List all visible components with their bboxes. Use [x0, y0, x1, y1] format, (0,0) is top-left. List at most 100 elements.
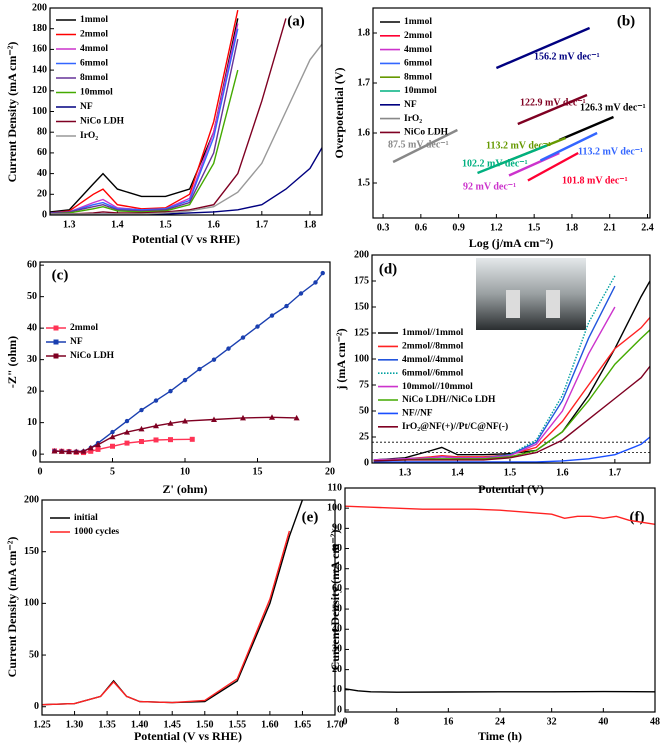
y-tick-label: 1.7 — [358, 77, 371, 88]
y-tick-label: 20 — [332, 664, 342, 675]
marker — [298, 291, 304, 296]
y-tick-label: 150 — [354, 301, 369, 312]
legend-label: NiCo LDH — [80, 117, 125, 127]
x-axis-label: Time (h) — [478, 729, 522, 743]
series-line — [50, 38, 239, 214]
y-tick-label: 60 — [332, 583, 342, 594]
y-tick-label: 100 — [354, 353, 369, 364]
x-tick-label: 32 — [547, 716, 557, 727]
legend-label: 2mmol — [404, 31, 432, 41]
y-axis-label: Current Density (mA cm⁻²) — [328, 530, 342, 671]
x-tick-label: 1.7 — [609, 467, 622, 478]
marker — [139, 439, 144, 445]
plot-frame — [344, 487, 656, 713]
series-line — [54, 272, 324, 453]
marker — [95, 446, 101, 452]
series-line — [50, 9, 239, 214]
series-line — [50, 43, 322, 215]
x-tick-label: 1.30 — [66, 719, 84, 730]
y-axis-label: Overpotential (V) — [332, 68, 346, 159]
x-tick-label: 1.35 — [98, 719, 116, 730]
legend-label: 6mmol — [404, 59, 432, 69]
marker — [211, 357, 217, 362]
y-tick-label: 75 — [359, 379, 369, 390]
marker — [153, 422, 159, 429]
marker — [226, 346, 231, 351]
y-tick-label: 100 — [24, 598, 39, 609]
series-line — [345, 505, 655, 525]
panel-letter: (c) — [52, 267, 69, 283]
marker — [168, 388, 173, 394]
marker — [110, 429, 115, 435]
marker — [293, 414, 300, 421]
panel: 1.25 1.30 1.35 1.40 1.45 1.50 1.55 1.60 1.65 1.70… — [5, 494, 344, 742]
x-tick-label: 1.5 — [504, 467, 517, 478]
y-axis-label: -Z" (ohm) — [5, 336, 19, 388]
panel-letter: (e) — [302, 509, 319, 525]
y-tick-label: 100 — [327, 502, 342, 513]
marker — [182, 418, 188, 424]
legend-label: 4mmol//4mmol — [402, 355, 464, 365]
legend-label: NiCo LDH — [70, 351, 115, 361]
slope-annotation: 156.2 mV dec⁻¹ — [534, 51, 600, 62]
legend-label: NiCo LDH//NiCo LDH — [402, 395, 496, 405]
x-tick-label: 1.3 — [63, 219, 76, 230]
series-line — [50, 18, 287, 215]
marker — [139, 407, 144, 413]
y-tick-label: 10 — [332, 684, 342, 695]
marker — [51, 447, 58, 454]
x-axis-label: Z' (ohm) — [163, 482, 208, 496]
x-tick-label: 1.5 — [528, 222, 541, 233]
legend-label: IrO₂@NF(+)//Pt/C@NF(-) — [402, 421, 508, 432]
series-line — [50, 18, 239, 213]
x-tick-label: 1.60 — [261, 719, 279, 730]
y-tick-label: 0 — [337, 704, 342, 715]
y-tick-label: 40 — [27, 322, 37, 333]
y-tick-label: 1.8 — [358, 27, 371, 38]
marker — [284, 303, 289, 309]
marker — [80, 448, 87, 454]
marker — [124, 429, 130, 435]
legend-marker — [53, 325, 59, 331]
slope-annotation: 126.3 mV dec⁻¹ — [580, 102, 646, 113]
x-tick-label: 1.55 — [229, 719, 247, 730]
x-tick-label: 16 — [443, 716, 453, 727]
y-tick-label: 80 — [332, 543, 342, 554]
marker — [240, 414, 246, 421]
y-tick-label: 70 — [332, 563, 342, 574]
legend-label: 1mmol//1mmol — [402, 328, 464, 338]
legend-label: NF — [70, 337, 83, 347]
series-line — [373, 306, 616, 461]
legend-label: 2mmol — [70, 323, 98, 333]
y-tick-label: 50 — [359, 405, 369, 416]
x-tick-label: 1.4 — [111, 219, 124, 230]
y-tick-label: 50 — [332, 603, 342, 614]
panel-letter: (f) — [630, 509, 645, 525]
y-tick-label: 150 — [24, 546, 39, 557]
marker — [73, 448, 80, 455]
x-tick-label: 1.8 — [566, 222, 579, 233]
plot-frame — [371, 254, 651, 464]
x-axis-label: Potential (V) — [478, 482, 544, 496]
x-tick-label: 0.3 — [377, 222, 390, 233]
y-tick-label: 80 — [37, 126, 47, 137]
y-tick-label: 180 — [32, 23, 47, 34]
slope-annotation: 122.9 mV dec⁻¹ — [520, 97, 586, 108]
legend-label: 4mmol — [404, 45, 432, 55]
x-tick-label: 1.4 — [451, 467, 464, 478]
y-tick-label: 160 — [32, 44, 47, 55]
series-line — [50, 28, 239, 214]
x-tick-label: 1.5 — [159, 219, 172, 230]
marker — [124, 440, 130, 446]
series-line — [477, 144, 548, 175]
x-tick-label: 1.40 — [131, 719, 149, 730]
x-tick-label: 1.25 — [33, 719, 51, 730]
marker — [66, 448, 72, 455]
series-line — [373, 365, 650, 462]
legend-label: 10mmol — [404, 86, 437, 96]
slope-annotation: 101.8 mV dec⁻¹ — [562, 175, 628, 186]
marker — [109, 433, 116, 440]
legend-label: 1mmol — [80, 15, 108, 25]
legend-label: IrO₂ — [80, 131, 98, 141]
y-tick-label: 20 — [37, 189, 47, 200]
